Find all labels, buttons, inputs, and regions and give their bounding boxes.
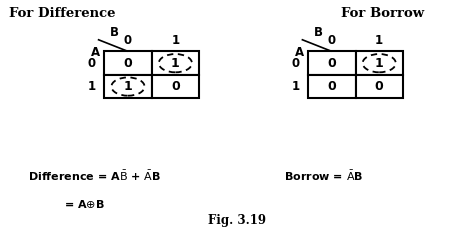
Text: A: A (91, 46, 100, 59)
Text: 0: 0 (328, 57, 336, 70)
Text: 0: 0 (171, 80, 180, 93)
Text: 0: 0 (124, 34, 132, 47)
Text: 1: 1 (88, 80, 96, 93)
Text: Borrow = $\bar{\mathrm{A}}$B: Borrow = $\bar{\mathrm{A}}$B (284, 168, 364, 183)
Text: For Borrow: For Borrow (341, 7, 424, 20)
Text: 1: 1 (124, 80, 132, 93)
Text: Difference = A$\bar{\mathrm{B}}$ + $\bar{\mathrm{A}}$B: Difference = A$\bar{\mathrm{B}}$ + $\bar… (28, 168, 162, 183)
Text: 1: 1 (292, 80, 300, 93)
Bar (152, 75, 199, 98)
Text: 0: 0 (328, 34, 336, 47)
Text: B: B (110, 26, 119, 39)
Text: A: A (295, 46, 304, 59)
Text: B: B (314, 26, 323, 39)
Text: 1: 1 (375, 34, 383, 47)
Text: 1: 1 (375, 57, 383, 70)
Text: 1: 1 (171, 57, 180, 70)
Text: 1: 1 (171, 34, 180, 47)
Text: 0: 0 (88, 57, 96, 70)
Bar (356, 75, 403, 98)
Bar (104, 51, 152, 75)
Text: For Difference: For Difference (9, 7, 116, 20)
Text: 0: 0 (328, 80, 336, 93)
Text: 0: 0 (124, 57, 132, 70)
Text: = A$\oplus$B: = A$\oplus$B (64, 197, 105, 210)
Bar (308, 75, 356, 98)
Bar (308, 51, 356, 75)
Bar (104, 75, 152, 98)
Text: Fig. 3.19: Fig. 3.19 (208, 214, 266, 227)
Text: 0: 0 (292, 57, 300, 70)
Text: 0: 0 (375, 80, 383, 93)
Bar (152, 51, 199, 75)
Bar (356, 51, 403, 75)
